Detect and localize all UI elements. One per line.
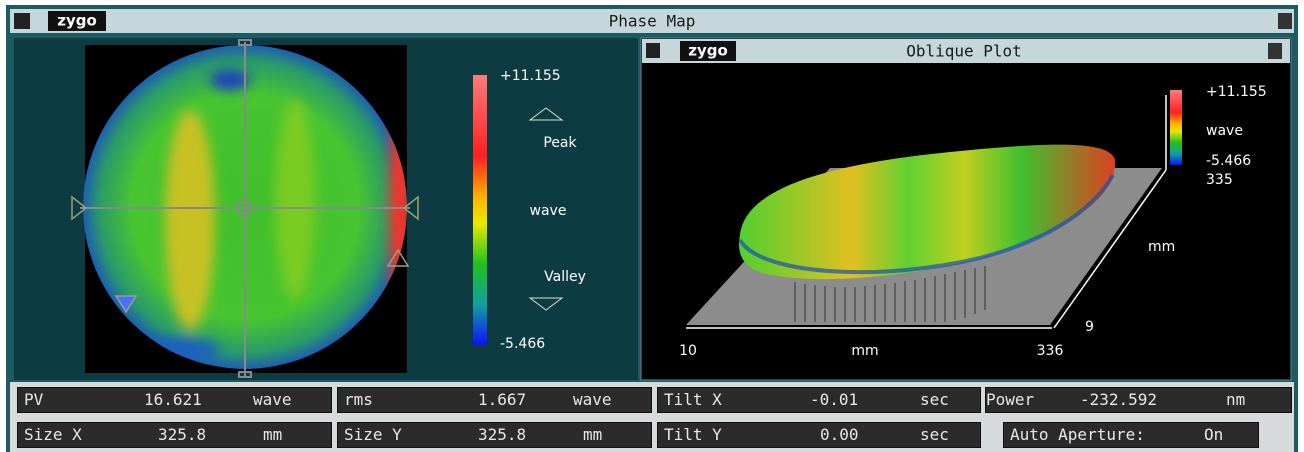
color-bar [1170,90,1182,165]
stat-field: Tilt X -0.01 sec [657,387,981,413]
stat-label: Power [986,388,1034,412]
stat-value: 0.00 [820,423,859,447]
stat-field: Size X 325.8 mm [17,422,332,448]
stat-label: Auto Aperture: [1010,423,1145,447]
stat-field: Tilt Y 0.00 sec [657,422,981,448]
color-bar [473,75,487,345]
stat-value: 325.8 [478,423,526,447]
stat-unit: mm [263,423,282,447]
axis-x-label: mm [851,343,878,359]
scale-max: +11.155 [1206,84,1267,100]
axis-y-end: 9 [1085,319,1094,335]
stat-value: -0.01 [810,388,858,412]
stat-label: rms [344,388,373,412]
logo: zygo [57,12,97,30]
axis-y-label: mm [1148,239,1175,255]
stat-field[interactable]: Auto Aperture: On [1003,422,1259,448]
stat-value: 1.667 [478,388,526,412]
window-title: Phase Map [609,12,696,31]
high-band [275,100,315,300]
stat-label: Size Y [344,423,402,447]
stat-field: Size Y 325.8 mm [337,422,652,448]
close-button[interactable] [646,43,660,58]
stat-unit: wave [253,388,292,412]
valley-label: Valley [544,269,586,285]
stat-label: Tilt X [664,388,722,412]
logo: zygo [688,42,728,60]
app-window: zygo Phase Map +11.155 Peak wave Valley … [0,0,1304,452]
stat-unit: sec [920,388,949,412]
stat-unit: nm [1226,388,1245,412]
tool-button[interactable] [1268,43,1282,59]
stat-label: Size X [24,423,82,447]
stat-value: 325.8 [158,423,206,447]
stat-unit: sec [920,423,949,447]
axis-y-start: 335 [1206,172,1233,188]
stat-field: Power -232.592 nm [985,387,1292,413]
stat-value: 16.621 [144,388,202,412]
stat-label: Tilt Y [664,423,722,447]
scale-min: -5.466 [1206,153,1251,169]
high-band [165,110,215,330]
stat-value: -232.592 [1080,388,1157,412]
stat-value: On [1204,423,1223,447]
scale-min: -5.466 [500,336,545,352]
sub-window-title: Oblique Plot [906,42,1022,61]
stat-unit: mm [583,423,602,447]
close-button[interactable] [14,13,30,29]
scale-unit: wave [1206,123,1243,139]
axis-x-end: 336 [1037,343,1064,359]
stat-field: PV 16.621 wave [17,387,332,413]
stat-label: PV [24,388,43,412]
tool-button[interactable] [1278,13,1292,29]
stat-unit: wave [573,388,612,412]
axis-x-start: 10 [679,343,697,359]
stat-field: rms 1.667 wave [337,387,652,413]
scale-max: +11.155 [500,68,561,84]
screen: zygo Phase Map +11.155 Peak wave Valley … [0,0,1304,452]
scale-unit: wave [530,203,567,219]
peak-label: Peak [543,135,577,151]
